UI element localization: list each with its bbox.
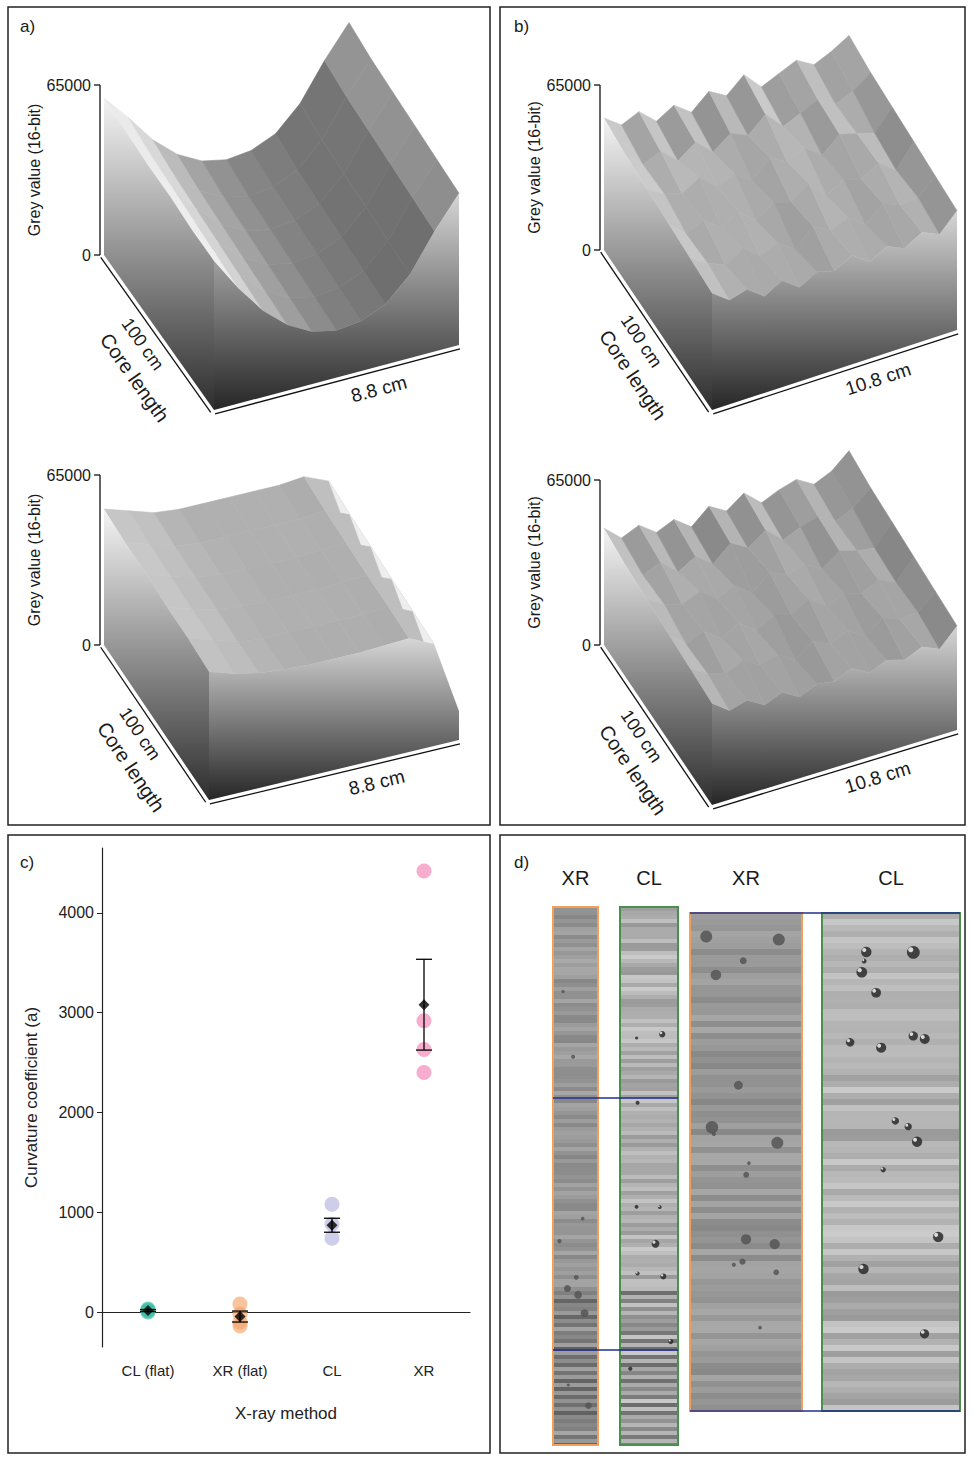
svg-text:Grey value (16-bit): Grey value (16-bit)	[26, 104, 43, 237]
svg-text:10.8 cm: 10.8 cm	[843, 358, 914, 399]
svg-text:65000: 65000	[547, 472, 592, 489]
svg-text:100 cm: 100 cm	[616, 706, 667, 767]
svg-text:65000: 65000	[547, 77, 592, 94]
svg-text:Curvature coefficient (a): Curvature coefficient (a)	[22, 1007, 41, 1188]
svg-text:1000: 1000	[58, 1204, 94, 1221]
svg-text:b): b)	[514, 17, 529, 36]
svg-text:100 cm: 100 cm	[117, 314, 168, 374]
svg-text:Grey value (16-bit): Grey value (16-bit)	[26, 494, 43, 627]
svg-text:100 cm: 100 cm	[115, 703, 165, 764]
svg-text:Core length: Core length	[93, 718, 169, 816]
svg-text:Grey value (16-bit): Grey value (16-bit)	[526, 101, 543, 234]
svg-text:d): d)	[514, 853, 529, 872]
svg-text:Core length: Core length	[595, 326, 671, 424]
svg-text:65000: 65000	[47, 467, 92, 484]
svg-text:65000: 65000	[47, 77, 92, 94]
svg-text:XR: XR	[414, 1362, 435, 1379]
svg-text:CL (flat): CL (flat)	[122, 1362, 175, 1379]
svg-text:Grey value (16-bit): Grey value (16-bit)	[526, 496, 543, 629]
svg-text:a): a)	[20, 17, 35, 36]
svg-text:CL: CL	[322, 1362, 341, 1379]
svg-text:X-ray method: X-ray method	[235, 1404, 337, 1423]
svg-text:4000: 4000	[58, 904, 94, 921]
svg-text:10.8 cm: 10.8 cm	[842, 757, 913, 797]
svg-text:0: 0	[582, 637, 591, 654]
svg-text:CL: CL	[636, 867, 662, 889]
svg-text:0: 0	[582, 242, 591, 259]
svg-text:XR: XR	[732, 867, 760, 889]
svg-text:8.8 cm: 8.8 cm	[346, 766, 406, 800]
svg-text:3000: 3000	[58, 1004, 94, 1021]
svg-text:0: 0	[82, 637, 91, 654]
svg-text:CL: CL	[878, 867, 904, 889]
svg-text:2000: 2000	[58, 1104, 94, 1121]
svg-text:Core length: Core length	[96, 329, 174, 426]
svg-text:c): c)	[20, 853, 34, 872]
svg-text:0: 0	[82, 247, 91, 264]
svg-text:0: 0	[85, 1304, 94, 1321]
svg-text:8.8 cm: 8.8 cm	[349, 372, 410, 407]
svg-text:XR: XR	[562, 867, 590, 889]
svg-text:100 cm: 100 cm	[616, 311, 667, 372]
svg-text:XR (flat): XR (flat)	[212, 1362, 267, 1379]
svg-text:Core length: Core length	[595, 721, 671, 819]
